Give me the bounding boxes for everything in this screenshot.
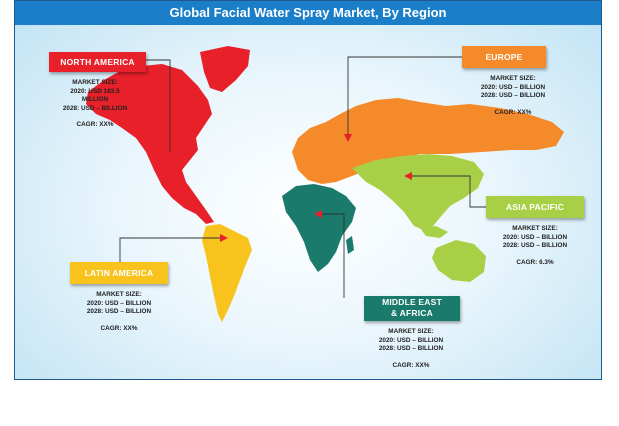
la-market-size-label: MARKET SIZE: [96,291,142,298]
europe-2020-value: 2020: USD – BILLION [480,83,546,91]
north-america-stats: MARKET SIZE: 2020: USD 163.5 MILLION 202… [40,79,150,130]
indonesia-shape [420,226,448,238]
na-connector-line [146,59,171,154]
asia-pacific-badge: ASIA PACIFIC [486,196,584,218]
mea-2028-value: 2028: USD – BILLION [378,345,444,353]
mea-name-line2: & AFRICA [391,308,433,318]
europe-2028-value: 2028: USD – BILLION [480,92,546,100]
latin-america-stats: MARKET SIZE: 2020: USD – BILLION 2028: U… [64,291,174,333]
latin-america-badge: LATIN AMERICA [70,262,168,284]
north-america-shape [86,64,214,224]
ap-cagr: CAGR: 6.3% [516,258,554,266]
na-cagr: CAGR: XX% [76,121,114,129]
ap-market-size-label: MARKET SIZE: [512,225,558,232]
mea-name-line1: MIDDLE EAST [382,297,442,307]
asia-pacific-stats: MARKET SIZE: 2020: USD – BILLION 2028: U… [480,225,590,267]
australia-shape [432,240,486,282]
asia-pacific-shape [352,154,484,232]
na-2028-value: 2028: USD – BILLION [62,104,128,112]
europe-stats: MARKET SIZE: 2020: USD – BILLION 2028: U… [458,75,568,117]
mea-arrow-head [314,210,322,218]
europe-shape [292,98,564,184]
ap-2020-value: 2020: USD – BILLION [502,233,568,241]
mea-badge: MIDDLE EAST & AFRICA [364,296,460,321]
infographic-title: Global Facial Water Spray Market, By Reg… [15,1,601,25]
europe-cagr: CAGR: XX% [494,108,532,116]
europe-arrow-head [344,134,352,142]
ap-arrow-head [404,172,412,180]
europe-connector-line [347,56,462,136]
europe-badge: EUROPE [462,46,546,68]
na-market-size-label: MARKET SIZE: [72,79,118,86]
na-arrow-head [166,152,174,160]
latin-america-shape [202,224,252,322]
greenland-shape [200,46,250,92]
europe-market-size-label: MARKET SIZE: [490,75,536,82]
ap-2028-value: 2028: USD – BILLION [502,242,568,250]
na-2020-unit: MILLION [81,96,109,104]
la-2020-value: 2020: USD – BILLION [86,299,152,307]
la-2028-value: 2028: USD – BILLION [86,308,152,316]
mea-connector-line [320,213,345,298]
north-america-badge: NORTH AMERICA [49,52,146,72]
ap-connector-line [410,175,486,208]
mea-2020-value: 2020: USD – BILLION [378,336,444,344]
mea-market-size-label: MARKET SIZE: [388,328,434,335]
mea-cagr: CAGR: XX% [392,361,430,369]
mea-stats: MARKET SIZE: 2020: USD – BILLION 2028: U… [356,328,466,370]
la-connector-line [119,237,222,262]
mea-shape [282,184,356,272]
la-arrow-head [220,234,228,242]
la-cagr: CAGR: XX% [100,324,138,332]
madagascar-shape [346,236,354,254]
na-2020-value: 2020: USD 163.5 [70,87,120,95]
